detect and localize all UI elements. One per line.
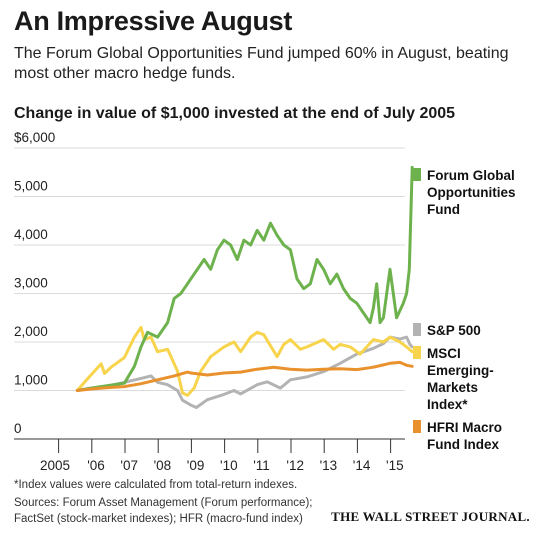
y-tick-label: $6,000 bbox=[14, 130, 55, 145]
chart-title: Change in value of $1,000 invested at th… bbox=[14, 105, 456, 122]
legend-label: S&P 500 bbox=[427, 323, 481, 338]
x-tick-label: '09 bbox=[187, 458, 205, 473]
x-axis-ticks: 2005 '06 '07 '08 '09 '10 '11 '12 '13 '14 '15 bbox=[40, 439, 404, 473]
sources: Sources: Forum Asset Management (Forum p… bbox=[14, 497, 313, 525]
series-line-forum-global-opportunities-fund bbox=[75, 165, 414, 392]
publisher-logo: THE WALL STREET JOURNAL. bbox=[331, 509, 530, 524]
y-tick-label: 5,000 bbox=[14, 179, 48, 194]
legend: Forum Global Opportunities Fund S&P 500 MSCI… bbox=[413, 168, 516, 452]
x-tick-label: '07 bbox=[120, 458, 138, 473]
y-tick-label: 2,000 bbox=[14, 324, 48, 339]
legend-label: HFRI Macro bbox=[427, 420, 502, 435]
legend-label: Index* bbox=[427, 397, 468, 412]
series-line-hfri-macro-fund-index bbox=[75, 360, 414, 392]
footnote: *Index values were calculated from total… bbox=[14, 479, 298, 491]
subheadline: The Forum Global Opportunities Fund jump… bbox=[14, 45, 509, 82]
x-tick-label: '11 bbox=[253, 458, 270, 473]
legend-label: Opportunities bbox=[427, 185, 516, 200]
x-tick-label: 2005 bbox=[40, 458, 70, 473]
x-tick-label: '10 bbox=[220, 458, 238, 473]
legend-label: Forum Global bbox=[427, 168, 515, 183]
x-tick-label: '12 bbox=[286, 458, 304, 473]
legend-swatch bbox=[413, 168, 421, 181]
series-lines bbox=[75, 165, 414, 409]
legend-label: Fund bbox=[427, 202, 460, 217]
legend-swatch bbox=[413, 420, 421, 433]
legend-label: Fund Index bbox=[427, 437, 499, 452]
legend-swatch bbox=[413, 323, 421, 336]
y-tick-label: 3,000 bbox=[14, 276, 48, 291]
y-tick-label: 0 bbox=[14, 421, 22, 436]
series-line-msci-emerging-markets-index- bbox=[75, 325, 414, 397]
x-tick-label: '08 bbox=[154, 458, 172, 473]
y-tick-label: 4,000 bbox=[14, 227, 48, 242]
legend-label: Markets bbox=[427, 380, 478, 395]
x-tick-label: '14 bbox=[353, 458, 371, 473]
y-tick-label: 1,000 bbox=[14, 373, 48, 388]
legend-label: Emerging- bbox=[427, 363, 494, 378]
x-tick-label: '15 bbox=[386, 458, 404, 473]
x-tick-label: '06 bbox=[87, 458, 105, 473]
legend-label: MSCI bbox=[427, 346, 461, 361]
headline: An Impressive August bbox=[14, 6, 293, 36]
x-tick-label: '13 bbox=[320, 458, 338, 473]
legend-swatch bbox=[413, 346, 421, 359]
y-axis-ticks: $6,000 5,000 4,000 3,000 2,000 1,000 0 bbox=[14, 130, 55, 436]
